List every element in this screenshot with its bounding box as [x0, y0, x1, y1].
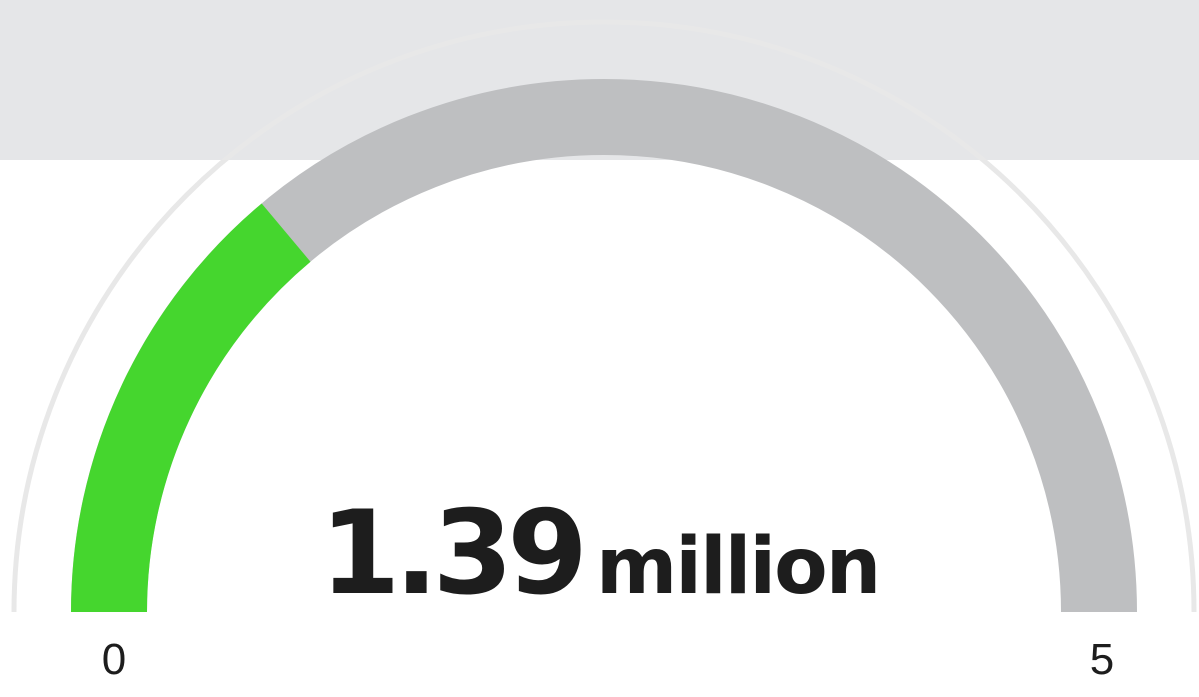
gauge-value-arc — [71, 203, 311, 613]
gauge-min-label: 0 — [101, 635, 127, 684]
gauge-outer-ring — [11, 19, 1197, 613]
gauge-value-number: 1.39 — [319, 486, 588, 621]
gauge-value-unit: million — [595, 522, 881, 612]
gauge-max-label: 5 — [1089, 635, 1115, 684]
gauge-value-label: 1.39 million — [0, 496, 1199, 612]
